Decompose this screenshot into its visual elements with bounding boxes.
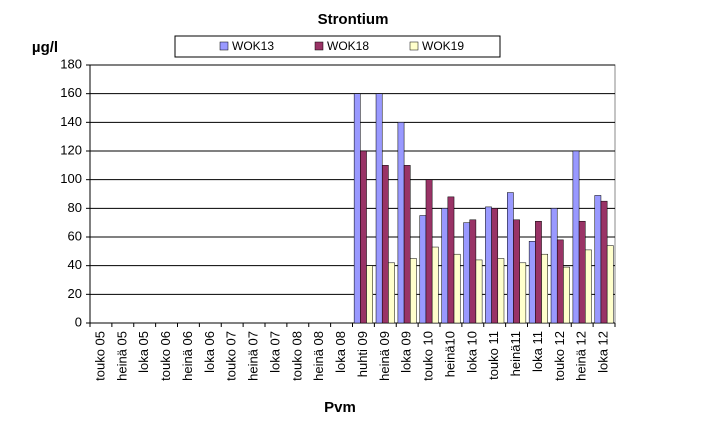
x-tick-label: touko 12	[552, 331, 567, 381]
x-tick-label: touko 11	[486, 331, 501, 380]
x-axis-label: Pvm	[324, 399, 356, 416]
legend-box	[174, 35, 501, 58]
bar	[375, 93, 383, 324]
legend-swatch	[219, 41, 229, 51]
y-tick-label: 100	[60, 171, 82, 186]
bar	[453, 253, 461, 324]
y-tick-label: 40	[68, 257, 82, 272]
bar	[381, 165, 389, 324]
bar	[431, 246, 439, 324]
bar	[600, 200, 608, 324]
bar	[469, 219, 477, 324]
y-tick-label: 20	[68, 286, 82, 301]
bar	[366, 265, 373, 324]
x-tick-label: huhti 09	[355, 331, 370, 377]
bar	[550, 208, 558, 324]
x-tick-label: loka 11	[530, 331, 545, 372]
legend-swatch	[409, 41, 419, 51]
chart-title: Strontium	[318, 11, 389, 28]
x-tick-label: heinä10	[442, 331, 457, 377]
bar	[585, 249, 592, 324]
bar	[410, 258, 417, 324]
y-tick-label: 160	[60, 85, 82, 100]
x-tick-label: heinä 12	[574, 331, 589, 381]
x-tick-label: heinä 09	[377, 331, 392, 381]
bar	[606, 245, 614, 324]
y-tick-label: 120	[60, 142, 82, 157]
bar	[441, 208, 449, 324]
bar	[463, 222, 470, 324]
bar	[572, 150, 580, 324]
bar	[563, 266, 570, 324]
y-tick-label: 60	[68, 228, 82, 243]
bar	[513, 219, 520, 324]
x-tick-label: heinä11	[508, 331, 523, 376]
y-tick-label: 140	[60, 114, 82, 129]
bar	[535, 220, 542, 324]
y-tick-label: 80	[68, 200, 82, 215]
bar	[353, 93, 361, 324]
x-tick-label: touko 07	[224, 331, 239, 381]
bar	[360, 150, 367, 324]
bar	[507, 192, 514, 324]
bar	[388, 262, 395, 324]
y-tick-label: 180	[60, 56, 82, 71]
y-tick-label: 0	[75, 314, 82, 329]
bar	[497, 258, 505, 324]
bar	[447, 196, 455, 324]
bar	[556, 239, 564, 324]
x-tick-label: loka 07	[267, 331, 282, 373]
x-tick-label: touko 06	[158, 331, 173, 381]
bar	[528, 241, 536, 324]
x-tick-label: heinä 06	[180, 331, 195, 381]
bar	[425, 179, 433, 324]
x-tick-label: touko 05	[92, 331, 107, 381]
bar	[541, 253, 548, 324]
legend-label: WOK19	[422, 39, 464, 53]
bar	[419, 215, 427, 324]
plot-area	[89, 64, 616, 324]
x-tick-label: loka 12	[596, 331, 611, 373]
bar	[519, 262, 527, 324]
bar	[594, 195, 602, 324]
bar	[397, 122, 405, 324]
x-tick-label: heinä 07	[246, 331, 261, 381]
bar	[578, 220, 586, 324]
x-tick-label: loka 06	[202, 331, 217, 373]
x-tick-label: heinä 08	[311, 331, 326, 381]
legend-label: WOK13	[232, 39, 274, 53]
y-axis-label: µg/l	[32, 39, 58, 56]
legend-label: WOK18	[327, 39, 369, 53]
x-tick-label: touko 10	[421, 331, 436, 381]
x-tick-label: loka 05	[136, 331, 151, 373]
x-tick-label: loka 10	[464, 331, 479, 373]
bar	[491, 208, 499, 324]
legend-swatch	[314, 41, 324, 51]
x-tick-label: heinä 05	[114, 331, 129, 381]
x-tick-label: loka 09	[399, 331, 414, 373]
bar	[403, 165, 411, 324]
x-tick-label: loka 08	[333, 331, 348, 373]
bar	[485, 206, 492, 324]
x-tick-label: touko 08	[289, 331, 304, 381]
bar	[475, 259, 483, 324]
